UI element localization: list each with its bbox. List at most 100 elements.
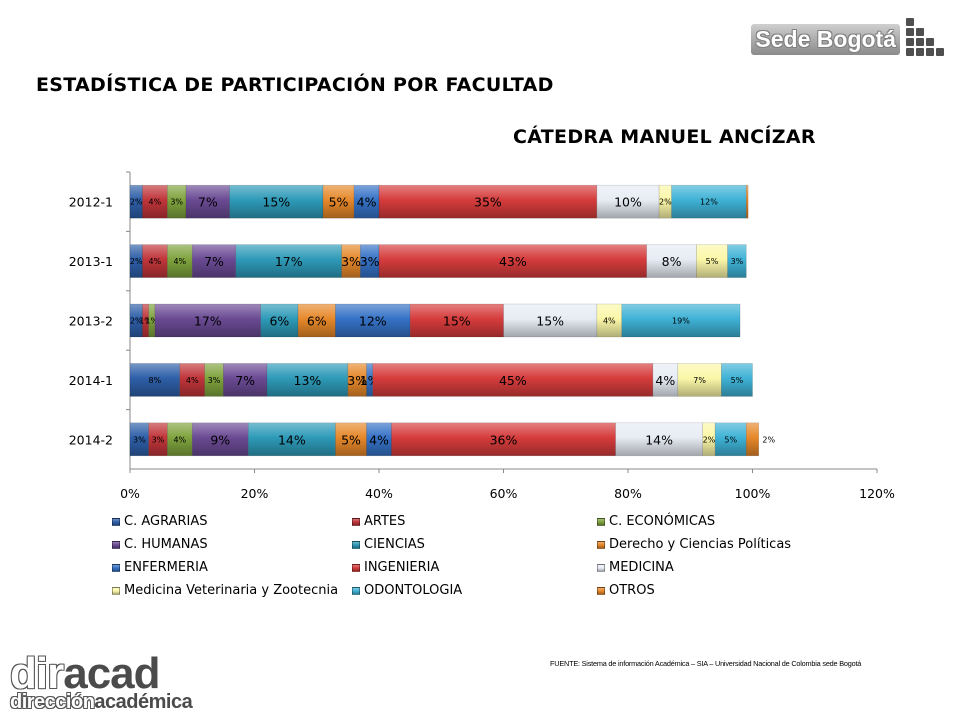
- data-label: 10%: [614, 195, 642, 210]
- data-label: 5%: [706, 257, 719, 266]
- legend-label: ENFERMERIA: [124, 560, 208, 575]
- data-label: 4%: [149, 257, 162, 266]
- bar-segment: [696, 244, 728, 278]
- data-label: 3%: [133, 435, 146, 444]
- data-label: 3%: [152, 435, 165, 444]
- legend-label: C. AGRARIAS: [124, 514, 208, 529]
- bar-segment: [646, 244, 697, 278]
- bar-segment: [335, 303, 411, 338]
- bar-segment: [378, 184, 598, 219]
- data-label: 3%: [731, 257, 744, 266]
- bar-segment: [335, 422, 367, 457]
- sede-bogota-logo-text: Sede Bogotá: [751, 23, 900, 55]
- data-label: 2%: [762, 435, 775, 444]
- bar-segment: [167, 422, 193, 457]
- bar-segment: [142, 244, 168, 278]
- bar-segment: [721, 363, 753, 397]
- y-category-label: 2014-2: [69, 432, 113, 447]
- bar-segment: [615, 422, 703, 457]
- legend-item: ODONTOLOGIA: [352, 583, 597, 598]
- data-label: 6%: [307, 314, 327, 329]
- bar-segment: [247, 422, 336, 457]
- source-note: FUENTE: Sistema de información Académica…: [550, 659, 862, 668]
- data-label: 3%: [341, 254, 361, 269]
- bar-segment: [677, 363, 722, 397]
- bar-segment: [366, 422, 392, 457]
- data-label: 15%: [443, 314, 471, 329]
- diracad-logo-sub: direcciónacadémica: [10, 691, 193, 713]
- legend-label: CIENCIAS: [364, 537, 425, 552]
- data-label: 5%: [329, 195, 349, 210]
- bar-segment: [372, 363, 654, 397]
- bar-segment: [596, 303, 623, 338]
- data-label: 2%: [130, 317, 143, 326]
- legend-label: ARTES: [364, 514, 406, 529]
- legend-swatch: [352, 586, 360, 595]
- legend-item: ENFERMERIA: [112, 560, 352, 575]
- diracad-logo-sub1: dirección: [10, 691, 95, 713]
- legend-item: ARTES: [352, 514, 597, 529]
- bar-segment: [297, 303, 336, 338]
- bar-segment: [341, 244, 361, 278]
- chart-legend: C. AGRARIAS ARTES C. ECONÓMICAS C. HUMANAS C…: [112, 514, 872, 598]
- legend-item: INGENIERIA: [352, 560, 597, 575]
- legend-swatch: [112, 540, 120, 549]
- data-label: 15%: [536, 314, 564, 329]
- data-label: 4%: [357, 195, 377, 210]
- data-label: 8%: [662, 254, 682, 269]
- data-label: 2%: [130, 198, 143, 207]
- bar-segment: [596, 184, 660, 219]
- bar-segment: [621, 303, 741, 338]
- sede-bogota-logo: Sede Bogotá: [751, 18, 946, 60]
- y-category-label: 2012-1: [69, 195, 113, 210]
- legend-swatch: [597, 517, 605, 526]
- diracad-logo-part1: dir: [10, 649, 64, 698]
- bar-segment: [671, 184, 747, 219]
- bar-segment: [391, 422, 616, 457]
- legend-item: C. HUMANAS: [112, 537, 352, 552]
- data-label: 1%: [145, 317, 158, 326]
- university-logo-icon: [906, 18, 946, 60]
- data-label: 7%: [693, 376, 706, 385]
- legend-label: Derecho y Ciencias Políticas: [609, 537, 792, 552]
- x-tick-label: 80%: [614, 486, 642, 501]
- bar-segment: [714, 422, 747, 457]
- diracad-logo-part2: acad: [63, 649, 160, 698]
- data-label: 17%: [275, 254, 303, 269]
- data-label: 45%: [499, 373, 527, 388]
- bar-segment: [503, 303, 598, 338]
- data-label: 3%: [170, 198, 183, 207]
- legend-label: C. HUMANAS: [124, 537, 208, 552]
- bar-segment: [745, 184, 749, 219]
- legend-label: INGENIERIA: [364, 560, 440, 575]
- legend-swatch: [597, 563, 605, 572]
- y-category-label: 2013-1: [69, 254, 113, 269]
- data-label: 4%: [369, 432, 389, 447]
- data-label: 2%: [659, 198, 672, 207]
- data-label: 12%: [700, 198, 718, 207]
- legend-item: Medicina Veterinaria y Zootecnia: [112, 583, 352, 598]
- legend-item: C. ECONÓMICAS: [597, 514, 872, 529]
- data-label: 8%: [149, 376, 162, 385]
- data-label: 35%: [474, 195, 502, 210]
- x-tick-label: 60%: [490, 486, 518, 501]
- legend-label: ODONTOLOGIA: [364, 583, 463, 598]
- data-label: 7%: [204, 254, 224, 269]
- legend-swatch: [112, 586, 120, 595]
- x-tick-label: 20%: [241, 486, 269, 501]
- legend-item: Derecho y Ciencias Políticas: [597, 537, 872, 552]
- data-label: 14%: [645, 432, 673, 447]
- data-label: 4%: [603, 317, 616, 326]
- legend-swatch: [352, 540, 360, 549]
- legend-item: CIENCIAS: [352, 537, 597, 552]
- data-label: 3%: [347, 373, 367, 388]
- legend-label: MEDICINA: [609, 560, 674, 575]
- data-label: 17%: [194, 314, 222, 329]
- legend-swatch: [352, 563, 360, 572]
- bar-segment: [129, 363, 181, 397]
- bar-segment: [322, 184, 355, 219]
- data-label: 7%: [198, 195, 218, 210]
- data-label: 3%: [360, 254, 380, 269]
- y-category-label: 2013-2: [69, 314, 113, 329]
